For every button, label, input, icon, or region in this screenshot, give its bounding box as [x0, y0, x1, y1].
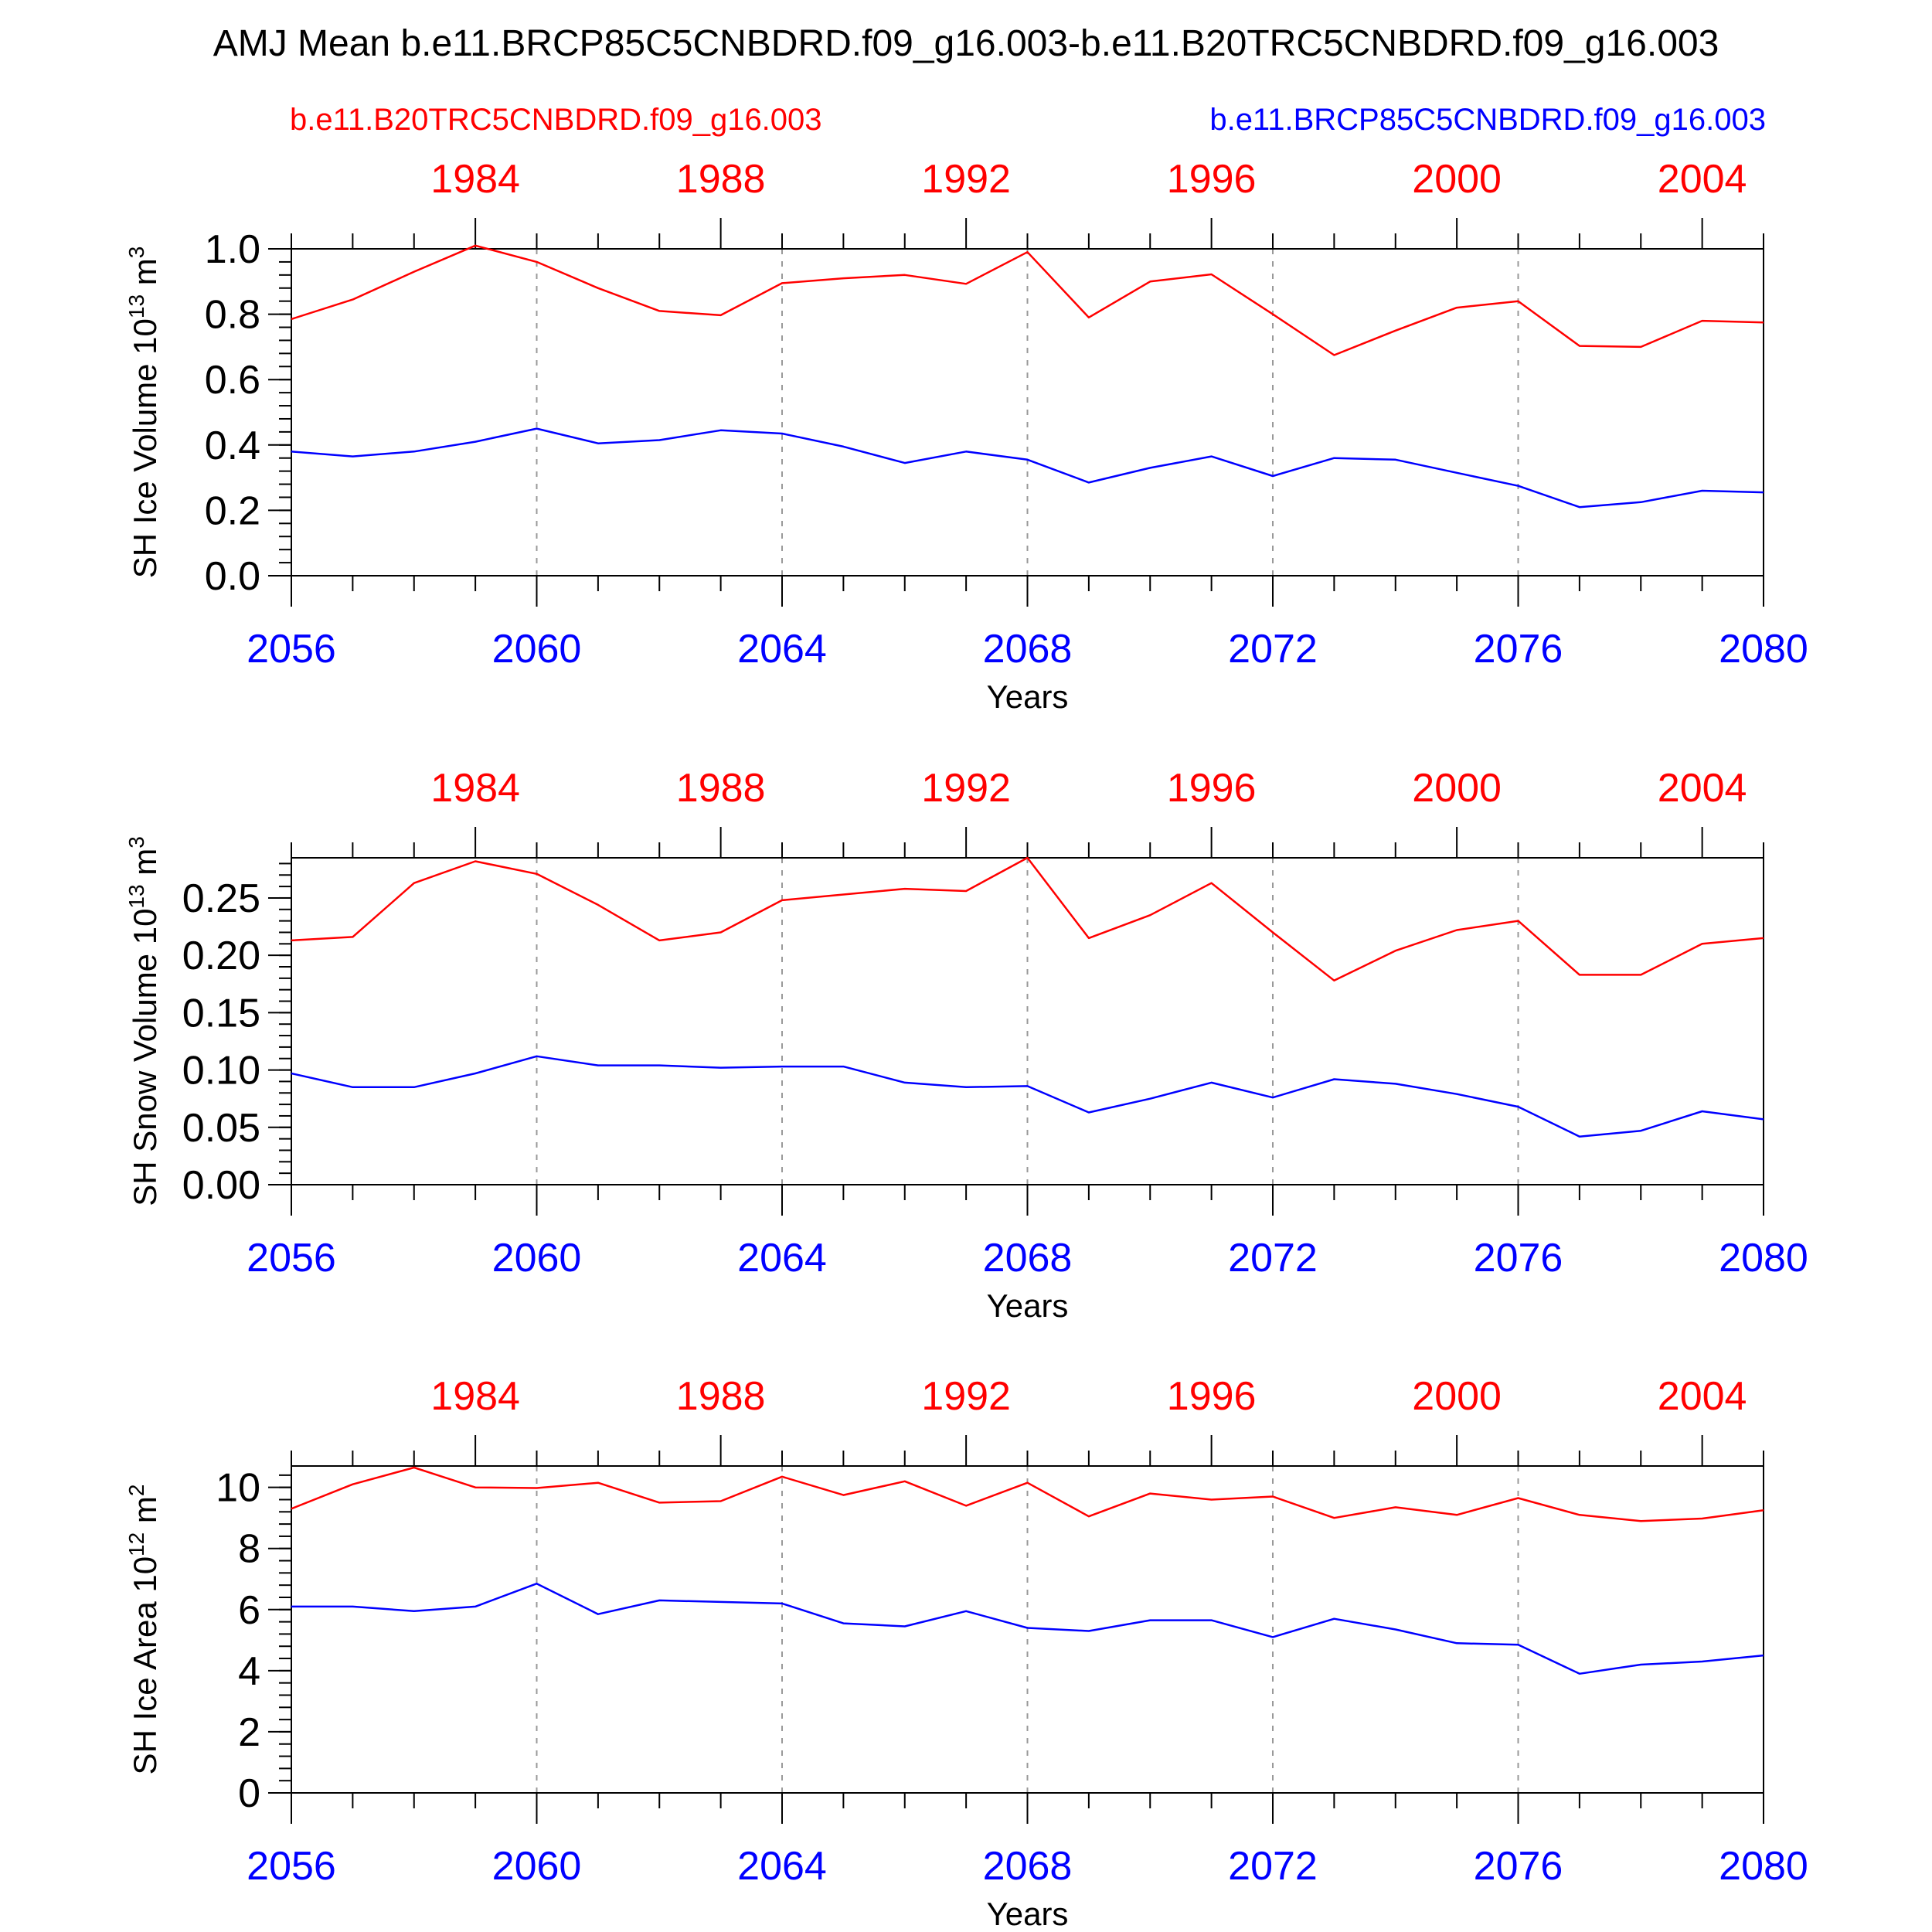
- x-tick-label: 2056: [247, 627, 336, 672]
- y-tick-label: 10: [216, 1466, 260, 1511]
- y-tick-label: 0.4: [205, 423, 260, 468]
- y-axis-label-part: m: [127, 258, 163, 294]
- x-tick-label: 2080: [1719, 627, 1808, 672]
- series-line-blue: [291, 427, 1764, 509]
- y-axis-label-part: SH Snow Volume 10: [127, 909, 163, 1206]
- y-axis-label: SH Ice Volume 1013 m3: [124, 247, 163, 579]
- y-tick-label: 0.25: [182, 876, 260, 921]
- y-axis-label: SH Ice Area 1012 m2: [124, 1485, 163, 1775]
- top-tick-label: 2004: [1658, 157, 1747, 202]
- x-tick-label: 2060: [492, 627, 582, 672]
- x-tick-label: 2064: [737, 1236, 827, 1281]
- x-tick-label: 2060: [492, 1844, 582, 1889]
- top-tick-label: 1984: [430, 1374, 520, 1419]
- x-axis-label: Years: [987, 1896, 1069, 1932]
- y-tick-label: 0.2: [205, 488, 260, 533]
- x-tick-label: 2064: [737, 1844, 827, 1889]
- top-tick-label: 1988: [676, 1374, 766, 1419]
- top-tick-label: 2000: [1412, 766, 1502, 811]
- y-tick-label: 0: [238, 1771, 260, 1816]
- y-axis-label-superscript: 3: [124, 836, 148, 849]
- y-axis-label-part: SH Ice Area 10: [127, 1556, 163, 1775]
- x-tick-label: 2068: [983, 627, 1073, 672]
- x-tick-label: 2060: [492, 1236, 582, 1281]
- y-axis-label-superscript: 13: [124, 294, 148, 318]
- x-tick-label: 2072: [1228, 1844, 1318, 1889]
- y-tick-label: 0.05: [182, 1106, 260, 1151]
- y-axis-label-part: m: [127, 849, 163, 885]
- y-axis-label-superscript: 3: [124, 247, 148, 259]
- x-tick-label: 2068: [983, 1844, 1073, 1889]
- top-tick-label: 1988: [676, 766, 766, 811]
- series-line-blue: [291, 1582, 1764, 1675]
- chart-panel-2: 2056 2060 2064 2068 2072 2076 2080 1984 1988 1992…: [124, 766, 1808, 1324]
- chart-panel-1: 2056 2060 2064 2068 2072 2076 2080 1984 1988 1992…: [124, 157, 1808, 715]
- x-tick-label: 2072: [1228, 1236, 1318, 1281]
- x-tick-label: 2080: [1719, 1844, 1808, 1889]
- top-tick-label: 1992: [921, 1374, 1011, 1419]
- y-axis-label-part: m: [127, 1496, 163, 1532]
- y-tick-label: 1.0: [205, 227, 260, 272]
- y-tick-label: 4: [238, 1649, 260, 1694]
- x-tick-label: 2068: [983, 1236, 1073, 1281]
- y-tick-label: 0.20: [182, 934, 260, 978]
- top-tick-label: 1996: [1167, 1374, 1257, 1419]
- legend-blue-label: b.e11.BRCP85C5CNBDRD.f09_g16.003: [1209, 103, 1766, 137]
- series-line-red: [291, 244, 1764, 356]
- x-tick-label: 2076: [1474, 1236, 1563, 1281]
- top-tick-label: 1984: [430, 157, 520, 202]
- x-tick-label: 2056: [247, 1844, 336, 1889]
- x-tick-label: 2056: [247, 1236, 336, 1281]
- series-line-blue: [291, 1055, 1764, 1138]
- top-tick-label: 2000: [1412, 1374, 1502, 1419]
- y-tick-label: 6: [238, 1588, 260, 1633]
- y-axis-label-superscript: 2: [124, 1485, 148, 1497]
- top-tick-label: 1996: [1167, 766, 1257, 811]
- series-line-red: [291, 1466, 1764, 1522]
- top-tick-label: 1984: [430, 766, 520, 811]
- y-tick-label: 0.00: [182, 1163, 260, 1208]
- top-tick-label: 1996: [1167, 157, 1257, 202]
- top-tick-label: 2004: [1658, 1374, 1747, 1419]
- x-tick-label: 2080: [1719, 1236, 1808, 1281]
- x-tick-label: 2072: [1228, 627, 1318, 672]
- x-tick-label: 2076: [1474, 627, 1563, 672]
- y-tick-label: 0.0: [205, 554, 260, 599]
- x-tick-label: 2076: [1474, 1844, 1563, 1889]
- y-axis-label-superscript: 12: [124, 1532, 148, 1556]
- y-axis-label-superscript: 13: [124, 884, 148, 908]
- y-tick-label: 0.6: [205, 358, 260, 403]
- y-axis-label: SH Snow Volume 1013 m3: [124, 836, 163, 1206]
- y-tick-label: 0.8: [205, 293, 260, 338]
- top-tick-label: 1992: [921, 766, 1011, 811]
- top-tick-label: 2000: [1412, 157, 1502, 202]
- x-tick-label: 2064: [737, 627, 827, 672]
- y-tick-label: 2: [238, 1710, 260, 1755]
- y-tick-label: 0.10: [182, 1049, 260, 1094]
- legend-red-label: b.e11.B20TRC5CNBDRD.f09_g16.003: [290, 103, 822, 137]
- top-tick-label: 2004: [1658, 766, 1747, 811]
- top-tick-label: 1992: [921, 157, 1011, 202]
- x-axis-label: Years: [987, 679, 1069, 715]
- y-tick-label: 0.15: [182, 991, 260, 1036]
- series-line-red: [291, 856, 1764, 982]
- x-axis-label: Years: [987, 1287, 1069, 1324]
- figure-title: AMJ Mean b.e11.BRCP85C5CNBDRD.f09_g16.00…: [213, 23, 1719, 64]
- top-tick-label: 1988: [676, 157, 766, 202]
- y-tick-label: 8: [238, 1527, 260, 1572]
- y-axis-label-part: SH Ice Volume 10: [127, 318, 163, 578]
